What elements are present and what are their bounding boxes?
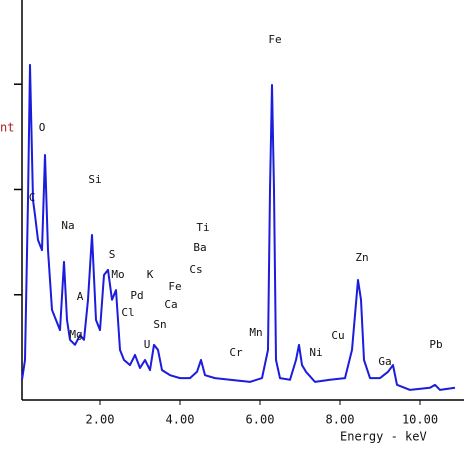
element-label: U	[144, 338, 151, 351]
element-label: Mn	[249, 326, 262, 339]
x-tick-label: 2.00	[86, 413, 115, 427]
element-label: Cr	[229, 346, 243, 359]
element-label: Cs	[189, 263, 202, 276]
element-label: Si	[88, 173, 101, 186]
x-tick-label: 6.00	[246, 413, 275, 427]
x-tick-label: 8.00	[326, 413, 355, 427]
x-axis-label: Energy - keV	[340, 430, 427, 444]
element-label: Mg	[69, 328, 82, 341]
x-tick-label: 4.00	[166, 413, 195, 427]
element-label: Cl	[121, 306, 134, 319]
element-label: A	[77, 290, 84, 303]
y-axis-label: nt	[0, 121, 14, 135]
element-label: Pd	[130, 289, 143, 302]
element-label: C	[29, 191, 36, 204]
element-label: Ni	[309, 346, 322, 359]
element-label: Na	[61, 219, 74, 232]
element-label: Mo	[111, 268, 124, 281]
element-label: Sn	[153, 318, 166, 331]
element-label: Ca	[164, 298, 177, 311]
spectrum-line	[21, 63, 456, 391]
element-label: K	[147, 268, 154, 281]
element-label: Ti	[196, 221, 209, 234]
x-tick-label: 10.00	[402, 413, 438, 427]
element-label: Fe	[268, 33, 281, 46]
element-label: S	[109, 248, 116, 261]
element-label: Fe	[168, 280, 181, 293]
element-label: O	[39, 121, 46, 134]
element-label: Ba	[193, 241, 206, 254]
element-label: Pb	[429, 338, 442, 351]
element-label: Cu	[331, 329, 344, 342]
element-label: Ga	[378, 355, 391, 368]
element-label: Zn	[355, 251, 368, 264]
